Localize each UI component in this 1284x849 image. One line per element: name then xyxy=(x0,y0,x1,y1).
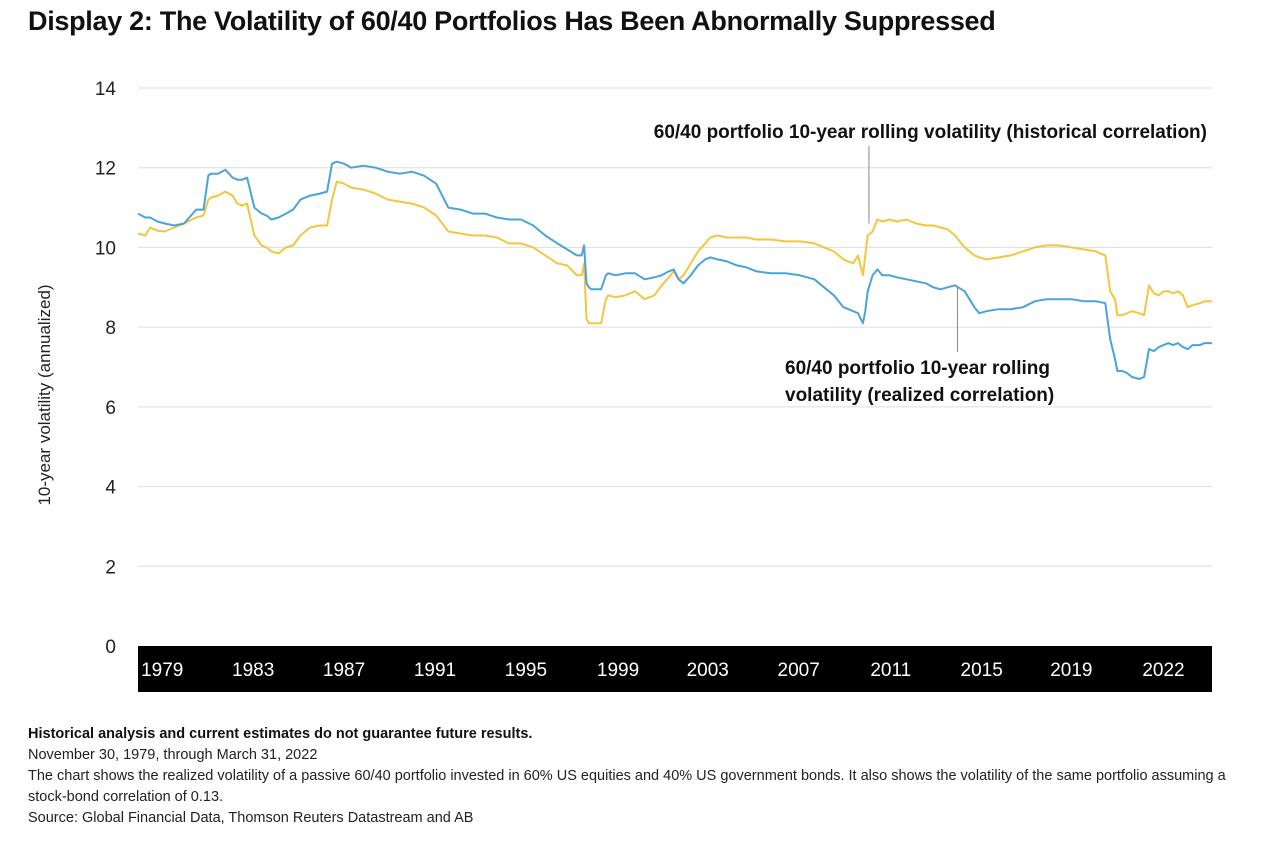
chart-title: Display 2: The Volatility of 60/40 Portf… xyxy=(28,6,996,36)
x-tick-label: 1991 xyxy=(414,660,456,681)
x-tick-label: 1999 xyxy=(597,660,639,681)
period-text: November 30, 1979, through March 31, 202… xyxy=(28,747,318,763)
annotation-realized-line-1: 60/40 portfolio 10-year rolling xyxy=(785,358,1050,379)
y-axis-label: 10-year volatility (annualized) xyxy=(35,284,54,505)
disclaimer-text: Historical analysis and current estimate… xyxy=(28,726,533,742)
x-tick-label: 1987 xyxy=(323,660,365,681)
y-tick-label: 14 xyxy=(95,79,117,100)
y-tick-label: 2 xyxy=(105,557,116,578)
x-axis-ticks: 1979 1983 1987 1991 1995 1999 2003 2007 2011 2015… xyxy=(141,660,1185,681)
line-chart: 0 2 4 6 8 10 12 14 10-year volatility (annualiz… xyxy=(35,79,1212,692)
x-tick-label: 2003 xyxy=(687,660,729,681)
chart-footer: Historical analysis and current estimate… xyxy=(28,724,1268,829)
y-tick-label: 8 xyxy=(105,318,116,339)
y-tick-label: 4 xyxy=(105,478,116,499)
gridlines xyxy=(138,87,1212,567)
annotation-realized-line-2: volatility (realized correlation) xyxy=(785,385,1054,406)
annotation-historical: 60/40 portfolio 10-year rolling volatili… xyxy=(654,122,1207,143)
x-tick-label: 2007 xyxy=(778,660,820,681)
series-lines xyxy=(137,160,1212,380)
x-tick-label: 2011 xyxy=(870,660,911,681)
y-tick-label: 12 xyxy=(95,159,116,180)
x-tick-label: 1995 xyxy=(505,660,547,681)
x-tick-label: 1979 xyxy=(141,660,183,681)
x-tick-label: 1983 xyxy=(232,660,274,681)
series-line-historical xyxy=(137,180,1212,325)
source-text: Source: Global Financial Data, Thomson R… xyxy=(28,810,474,826)
series-line-realized xyxy=(137,160,1212,380)
x-tick-label: 2019 xyxy=(1050,660,1092,681)
y-axis-ticks: 0 2 4 6 8 10 12 14 xyxy=(95,79,117,658)
y-tick-label: 0 xyxy=(105,637,116,658)
description-text: The chart shows the realized volatility … xyxy=(28,768,1226,805)
x-tick-label: 2015 xyxy=(961,660,1003,681)
annotations: 60/40 portfolio 10-year rolling volatili… xyxy=(654,122,1207,406)
y-tick-label: 6 xyxy=(105,398,116,419)
y-tick-label: 10 xyxy=(95,238,116,259)
x-tick-label: 2022 xyxy=(1142,660,1184,681)
x-axis-band xyxy=(138,646,1212,692)
